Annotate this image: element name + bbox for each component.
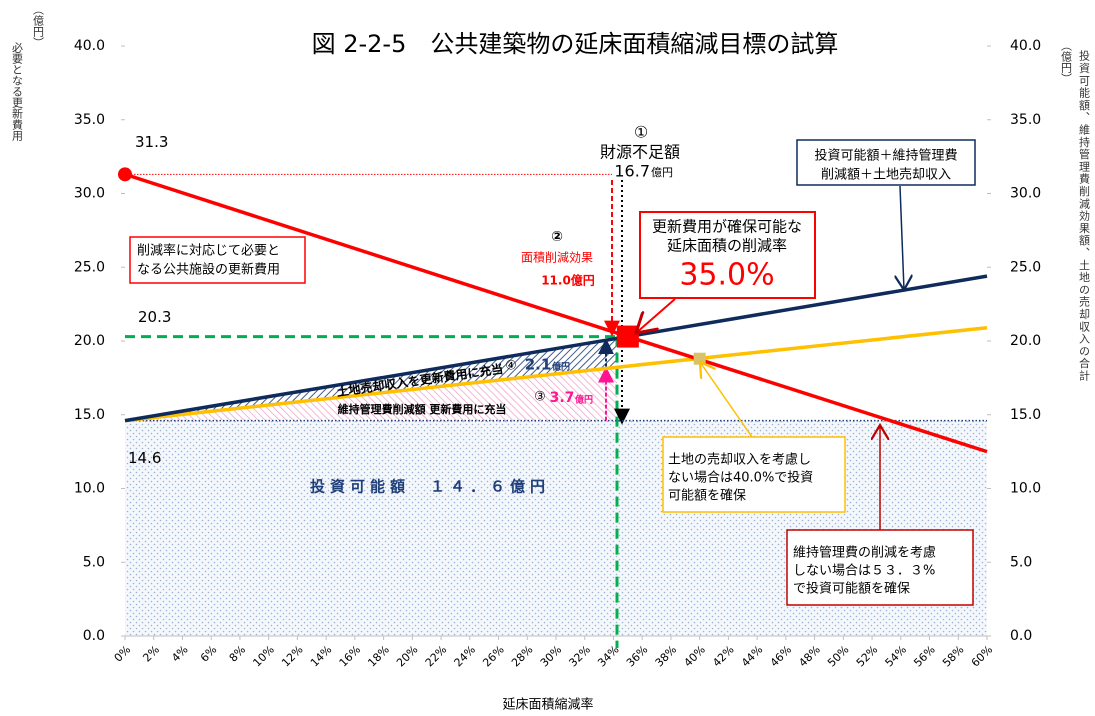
y-tick-label: 35.0 <box>74 112 105 128</box>
annotation: 維持管理費の削減を考慮 <box>793 545 936 561</box>
callout-arrow <box>900 185 904 290</box>
marker <box>693 352 706 365</box>
x-tick-label: 18% <box>365 643 391 669</box>
annotation: 16.7 <box>614 162 650 181</box>
annotation: ② <box>551 229 563 245</box>
x-tick-label: 44% <box>739 643 765 669</box>
y-tick-label: 30.0 <box>74 186 105 202</box>
y-tick-label: 40.0 <box>74 38 105 54</box>
y-axis-unit: （億円） <box>32 4 45 48</box>
x-tick-label: 4% <box>169 643 191 665</box>
y-tick-label: 20.0 <box>74 333 105 349</box>
y-tick-label: 15.0 <box>74 407 105 423</box>
x-tick-label: 32% <box>566 643 592 669</box>
x-tick-label: 16% <box>337 643 363 669</box>
y2-tick-label: 40.0 <box>1010 38 1041 54</box>
marker <box>118 167 132 182</box>
x-tick-label: 50% <box>825 643 851 669</box>
annotation: 投資可能額 １４．６億円 <box>310 478 550 496</box>
y2-tick-label: 35.0 <box>1010 112 1041 128</box>
annotation: ④ <box>505 359 517 374</box>
callout-box <box>786 529 974 606</box>
annotation: なる公共施設の更新費用 <box>137 262 280 278</box>
annotation: 維持管理費削減額 更新費用に充当 <box>338 402 507 416</box>
x-tick-label: 24% <box>452 643 478 669</box>
x-tick-label: 58% <box>940 643 966 669</box>
value-label: 14.6 <box>128 449 161 467</box>
x-tick-label: 14% <box>308 643 334 669</box>
annotation: 億円 <box>575 394 593 406</box>
annotation: 2.1 <box>525 356 552 374</box>
annotation: 延床面積の削減率 <box>667 237 787 255</box>
y2-tick-label: 10.0 <box>1010 481 1041 497</box>
x-tick-label: 2% <box>140 643 162 665</box>
x-tick-label: 22% <box>423 643 449 669</box>
annotation: 投資可能額＋維持管理費 <box>814 148 957 164</box>
annotation: ない場合は40.0%で投資 <box>668 470 813 486</box>
chart-title: 図 2-2-5 公共建築物の延床面積縮減目標の試算 <box>312 30 839 58</box>
y-tick-label: 0.0 <box>83 628 105 644</box>
annotation: しない場合は５３．３% <box>793 564 935 579</box>
annotation: 億円 <box>651 166 673 179</box>
x-tick-label: 26% <box>480 643 506 669</box>
y2-tick-label: 15.0 <box>1010 407 1041 423</box>
x-tick-label: 6% <box>198 643 220 665</box>
y-axis-label: 必要となる更新費用 <box>11 42 24 142</box>
annotation: 可能額を確保 <box>668 488 746 504</box>
callout-box <box>639 211 816 299</box>
x-tick-label: 54% <box>883 643 909 669</box>
callout-box <box>129 236 306 284</box>
annotation: で投資可能額を確保 <box>793 581 910 597</box>
x-tick-label: 52% <box>854 643 880 669</box>
x-tick-label: 30% <box>538 643 564 669</box>
annotation: ③ <box>534 390 546 405</box>
annotation: 35.0% <box>679 258 774 293</box>
annotation: 億円 <box>552 361 570 373</box>
annotation: 更新費用が確保可能な <box>652 218 802 236</box>
x-tick-label: 28% <box>509 643 535 669</box>
y2-axis-label: 投資可能額、維持管理費削減効果額、土地の売却収入の合計 <box>1078 49 1091 382</box>
y-tick-label: 10.0 <box>74 481 105 497</box>
x-tick-label: 8% <box>227 643 249 665</box>
x-tick-label: 56% <box>911 643 937 669</box>
annotation: 面積削減効果 <box>521 250 593 265</box>
annotation: 財源不足額 <box>600 143 680 162</box>
y2-tick-label: 20.0 <box>1010 333 1041 349</box>
y-tick-label: 5.0 <box>83 554 105 570</box>
callout-box <box>662 436 846 513</box>
x-tick-label: 12% <box>279 643 305 669</box>
x-tick-label: 40% <box>681 643 707 669</box>
y2-tick-label: 5.0 <box>1010 554 1032 570</box>
y-tick-label: 25.0 <box>74 259 105 275</box>
callout-arrow <box>700 362 753 438</box>
x-tick-label: 46% <box>768 643 794 669</box>
annotation: 削減額＋土地売却収入 <box>821 167 951 183</box>
y2-tick-label: 0.0 <box>1010 628 1032 644</box>
y2-axis-unit: （億円） <box>1060 40 1073 84</box>
x-tick-label: 10% <box>250 643 276 669</box>
x-tick-label: 20% <box>394 643 420 669</box>
value-label: 31.3 <box>135 133 168 151</box>
annotation: ① <box>634 123 648 142</box>
y2-tick-label: 25.0 <box>1010 259 1041 275</box>
annotation: 削減率に対応じて必要と <box>137 243 280 259</box>
x-tick-label: 60% <box>969 643 995 669</box>
x-axis-label: 延床面積縮減率 <box>502 697 593 713</box>
callout-box <box>796 139 976 186</box>
annotation: 土地の売却収入を考慮し <box>668 452 811 468</box>
series-line <box>124 325 988 423</box>
value-label: 20.3 <box>138 308 171 326</box>
y2-tick-label: 30.0 <box>1010 186 1041 202</box>
x-tick-label: 0% <box>112 643 134 665</box>
annotation: 11.0億円 <box>541 273 595 288</box>
callout-arrow <box>636 298 676 333</box>
x-tick-label: 48% <box>796 643 822 669</box>
marker <box>616 325 639 348</box>
annotation: 3.7 <box>550 390 575 406</box>
x-tick-label: 42% <box>710 643 736 669</box>
x-tick-label: 38% <box>653 643 679 669</box>
x-tick-label: 36% <box>624 643 650 669</box>
